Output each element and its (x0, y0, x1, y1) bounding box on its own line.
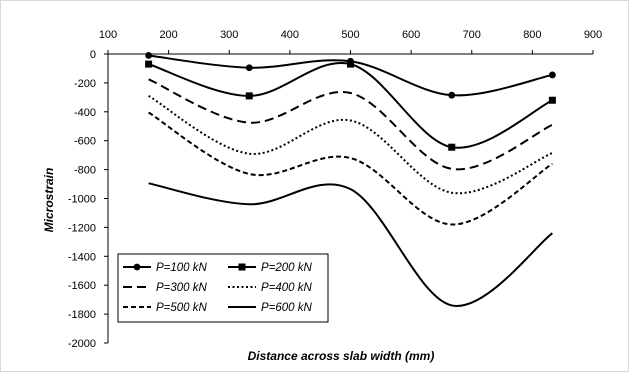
y-tick-label: -200 (74, 78, 96, 90)
series-line (148, 61, 553, 149)
x-axis-title: Distance across slab width (mm) (248, 349, 435, 363)
data-point (245, 64, 253, 72)
y-tick-label: -400 (74, 107, 96, 119)
data-point (548, 96, 556, 104)
data-point (245, 92, 253, 100)
legend-label: P=600 kN (261, 302, 313, 314)
series-line (148, 182, 553, 307)
legend-box (117, 253, 329, 323)
legend-layer: P=100 kN P=200 kN P=300 kN P=400 kN P=500 kN… (117, 253, 329, 323)
series-line (148, 111, 553, 226)
x-tick-label: 300 (220, 29, 238, 41)
legend-label: P=300 kN (156, 282, 208, 294)
legend-label: P=200 kN (261, 262, 313, 274)
series-5 (148, 111, 553, 226)
legend-label: P=100 kN (156, 262, 208, 274)
series-2 (145, 60, 556, 151)
data-point (548, 71, 556, 79)
series-layer (145, 52, 556, 307)
x-tick-label: 200 (159, 29, 177, 41)
y-tick-label: -1200 (68, 222, 96, 234)
legend-item-3: P=300 kN (123, 282, 208, 294)
data-point (448, 91, 456, 99)
x-tick-label: 600 (402, 29, 420, 41)
x-tick-label: 900 (584, 29, 602, 41)
legend-label: P=500 kN (156, 302, 208, 314)
y-tick-label: -600 (74, 136, 96, 148)
data-point (145, 52, 153, 59)
series-1 (145, 52, 556, 99)
x-tick-label: 400 (281, 29, 299, 41)
data-point (145, 60, 153, 68)
legend-item-1: P=100 kN (123, 262, 208, 274)
x-tick-label: 800 (523, 29, 541, 41)
x-tick-label: 700 (463, 29, 481, 41)
x-tick-label: 100 (99, 29, 117, 41)
series-4 (148, 95, 553, 195)
legend-item-5: P=500 kN (123, 302, 208, 314)
y-tick-label: 0 (90, 49, 96, 61)
y-tick-label: -1000 (68, 194, 96, 206)
series-3 (148, 78, 553, 171)
series-line (148, 95, 553, 195)
axes-layer: 100 200 300 400 500 600 700 800 900 0 -200 -400 -600… (68, 29, 602, 350)
y-tick-label: -2000 (68, 338, 96, 350)
y-axis-title: Microstrain (42, 168, 56, 233)
x-tick-label: 500 (341, 29, 359, 41)
series-line (148, 78, 553, 171)
legend-marker (133, 263, 141, 271)
y-tick-label: -800 (74, 165, 96, 177)
data-point (347, 60, 354, 68)
legend-item-2: P=200 kN (228, 262, 313, 274)
legend-item-4: P=400 kN (228, 282, 313, 294)
y-tick-label: -1600 (68, 280, 96, 292)
y-tick-label: -1800 (68, 309, 96, 321)
legend-label: P=400 kN (261, 282, 313, 294)
y-tick-label: -1400 (68, 251, 96, 263)
legend-marker (238, 263, 246, 271)
series-6 (148, 182, 553, 307)
legend-item-6: P=600 kN (228, 302, 313, 314)
data-point (448, 143, 456, 151)
